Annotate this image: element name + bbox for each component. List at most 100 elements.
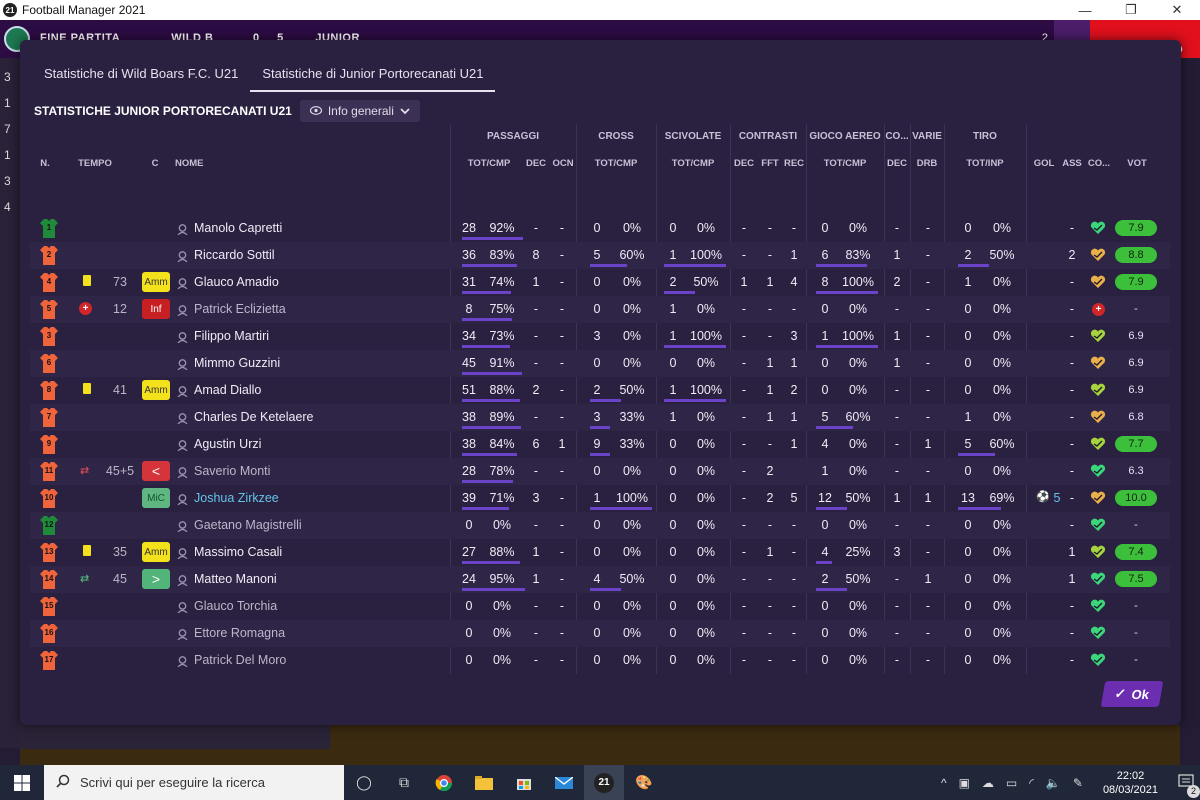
clock-date: 08/03/2021 <box>1102 783 1158 796</box>
dribbles: - <box>925 248 931 262</box>
pass-ocn: - <box>559 518 565 532</box>
aerial-pct: 25% <box>845 545 871 559</box>
table-row[interactable]: 3 Filippo Martiri 34 73% - -3 0% 1 100% - -3 1 100% 1… <box>30 323 1170 350</box>
injury-icon: + <box>79 302 92 315</box>
header-cross-totcmp[interactable]: TOT/CMP <box>594 158 638 169</box>
player-name: Glauco Torchia <box>194 599 278 613</box>
player-rating: 8.8 <box>1115 247 1157 263</box>
pen-icon[interactable]: ✎ <box>1072 775 1083 790</box>
condition-badge[interactable]: Amm <box>142 380 170 400</box>
header-co2[interactable]: CO... <box>1087 158 1111 169</box>
table-row[interactable]: 5 +12 Inf Patrick Eclizietta 8 75% - - 0 0% 1 0% - - -… <box>30 296 1170 323</box>
header-tempo[interactable]: TEMPO <box>78 158 112 169</box>
table-row[interactable]: 7 Charles De Ketelaere 38 89% - - 3 33% 1 0% - 1 1 5 6… <box>30 404 1170 431</box>
battery-icon[interactable]: ▭ <box>1005 775 1018 790</box>
header-con-dec[interactable]: DEC <box>733 158 755 169</box>
shirt-icon: 2 <box>39 245 59 266</box>
aerial-pct: 100% <box>842 275 874 289</box>
table-row[interactable]: 14 ⇄ 45 > Matteo Manoni 24 95% 1 - 4 50% 0 0% - - - 2 50%… <box>30 566 1170 593</box>
table-row[interactable]: 2 Riccardo Sottil 36 83% 8 - 5 60% 1 100% - - 1 6 83% 1… <box>30 242 1170 269</box>
football-manager-taskbar-icon[interactable]: 21 <box>584 765 624 800</box>
tackle-total: 1 <box>669 329 677 343</box>
minimize-button[interactable]: — <box>1078 2 1092 18</box>
header-pass-ocn[interactable]: OCN <box>552 158 574 169</box>
onedrive-icon[interactable]: ☁ <box>981 775 994 790</box>
table-row[interactable]: 12 Gaetano Magistrelli 0 0% - - 0 0% 0 0% - - - 0 0% - -… <box>30 512 1170 539</box>
header-sciv-totcmp[interactable]: TOT/CMP <box>671 158 715 169</box>
notifications-icon[interactable]: 2 <box>1178 773 1200 798</box>
pass-total: 28 <box>462 464 476 478</box>
aerial-pct: 50% <box>845 491 871 505</box>
chevron-up-icon[interactable]: ^ <box>940 775 947 790</box>
eye-icon <box>309 104 322 118</box>
header-gol[interactable]: GOL <box>1033 158 1055 169</box>
pass-pct: 92% <box>489 221 515 235</box>
shots-total: 0 <box>964 599 972 613</box>
condition-badge[interactable]: > <box>142 569 170 589</box>
table-row[interactable]: 15 Glauco Torchia 0 0% - - 0 0% 0 0% - - - 0 0% - - 0 0% - - <box>30 593 1170 620</box>
header-pass-totcmp[interactable]: TOT/CMP <box>467 158 511 169</box>
clock[interactable]: 22:02 08/03/2021 <box>1103 769 1158 797</box>
pass-total: 27 <box>462 545 476 559</box>
start-button[interactable] <box>0 765 44 800</box>
task-view-icon[interactable]: ⧉ <box>399 774 409 790</box>
chrome-icon[interactable] <box>424 765 464 800</box>
wifi-icon[interactable]: ◜ <box>1029 775 1034 790</box>
header-con-rec[interactable]: REC <box>783 158 805 169</box>
tab-wild-boars[interactable]: Statistiche di Wild Boars F.C. U21 <box>44 66 239 81</box>
view-dropdown[interactable]: Info generali <box>299 100 420 122</box>
pass-pct: 78% <box>489 464 515 478</box>
table-row[interactable]: 13 35 Amm Massimo Casali 27 88% 1-0 0% 0 0% -1-4 25… <box>30 539 1170 566</box>
taskbar-search[interactable]: Scrivi qui per eseguire la ricerca <box>44 765 344 800</box>
store-icon[interactable] <box>504 765 544 800</box>
pass-total: 38 <box>462 437 476 451</box>
tackle-total: 1 <box>669 302 677 316</box>
volume-icon[interactable]: 🔈 <box>1045 775 1061 790</box>
cross-total: 3 <box>593 410 601 424</box>
assists: - <box>1069 329 1075 343</box>
header-drb[interactable]: DRB <box>916 158 938 169</box>
table-row[interactable]: 8 41 Amm Amad Diallo 51 88% 2 - 2 50% 1 100% - 1 2 0 0% -… <box>30 377 1170 404</box>
duel-rec: - <box>791 302 797 316</box>
condition-badge[interactable]: Amm <box>142 272 170 292</box>
table-row[interactable]: 11 ⇄ 45+5 < Saverio Monti 28 78% - - 0 0% 0 0% - 2 1 0% -… <box>30 458 1170 485</box>
header-num[interactable]: N. <box>40 158 50 169</box>
header-co-dec[interactable]: DEC <box>886 158 908 169</box>
header-con-fft[interactable]: FFT <box>761 158 779 169</box>
table-row[interactable]: 17 Patrick Del Moro 0 0% - - 0 0% 0 0% - - - 0 0% - - 0 0%… <box>30 647 1170 674</box>
tackle-total: 0 <box>669 653 677 667</box>
header-c[interactable]: C <box>151 158 159 169</box>
cortana-icon[interactable]: ◯ <box>356 774 372 790</box>
tab-junior-portorecanati[interactable]: Statistiche di Junior Portorecanati U21 <box>250 64 496 92</box>
tackle-pct: 0% <box>696 302 716 316</box>
header-pass-dec[interactable]: DEC <box>525 158 547 169</box>
header-vot[interactable]: VOT <box>1127 158 1147 169</box>
paint-icon[interactable]: 🎨 <box>635 774 653 790</box>
table-row[interactable]: 16 Ettore Romagna 0 0% - - 0 0% 0 0% - - - 0 0% - - 0 0% - - <box>30 620 1170 647</box>
mail-icon[interactable] <box>544 765 584 800</box>
window-titlebar: 21 Football Manager 2021 — ❐ ✕ <box>0 0 1200 20</box>
ok-button[interactable]: ✓ Ok <box>1100 681 1164 707</box>
aerial-pct: 60% <box>845 410 871 424</box>
header-nome[interactable]: NOME <box>175 158 204 169</box>
pass-ocn: 1 <box>558 437 566 451</box>
table-row[interactable]: 9 Agustin Urzi 38 84% 6 1 9 33% 0 0% - - 1 4 0% - 1 5 60% -… <box>30 431 1170 458</box>
cross-pct: 0% <box>622 464 642 478</box>
table-row[interactable]: 10 MiC Joshua Zirkzee 39 71% 3 - 1 100% 0 0% - 2 5 12 5… <box>30 485 1170 512</box>
aerial-pct: 0% <box>848 356 868 370</box>
header-aer-totcmp[interactable]: TOT/CMP <box>823 158 867 169</box>
table-row[interactable]: 4 73 Amm Glauco Amadio 31 74% 1 - 0 0% 2 50% 1 1 4 8 100… <box>30 269 1170 296</box>
header-ass[interactable]: ASS <box>1062 158 1082 169</box>
condition-badge[interactable]: MiC <box>142 488 170 508</box>
table-row[interactable]: 1 Manolo Capretti 28 92% - - 0 0% 0 0% - - - 0 0% - - 0 0%… <box>30 215 1170 242</box>
table-row[interactable]: 6 Mimmo Guzzini 45 91% - - 0 0% 0 0% - 1 1 0 0% 1 - 0 0% - 6… <box>30 350 1170 377</box>
maximize-button[interactable]: ❐ <box>1125 2 1137 17</box>
condition-badge[interactable]: Amm <box>142 542 170 562</box>
header-tiro-totinp[interactable]: TOT/INP <box>966 158 1004 169</box>
condition-badge[interactable]: Inf <box>142 299 170 319</box>
file-explorer-icon[interactable] <box>464 765 504 800</box>
meet-now-icon[interactable]: ▣ <box>958 775 970 790</box>
close-button[interactable]: ✕ <box>1171 2 1183 17</box>
cross-total: 0 <box>593 221 601 235</box>
condition-badge[interactable]: < <box>142 461 170 481</box>
